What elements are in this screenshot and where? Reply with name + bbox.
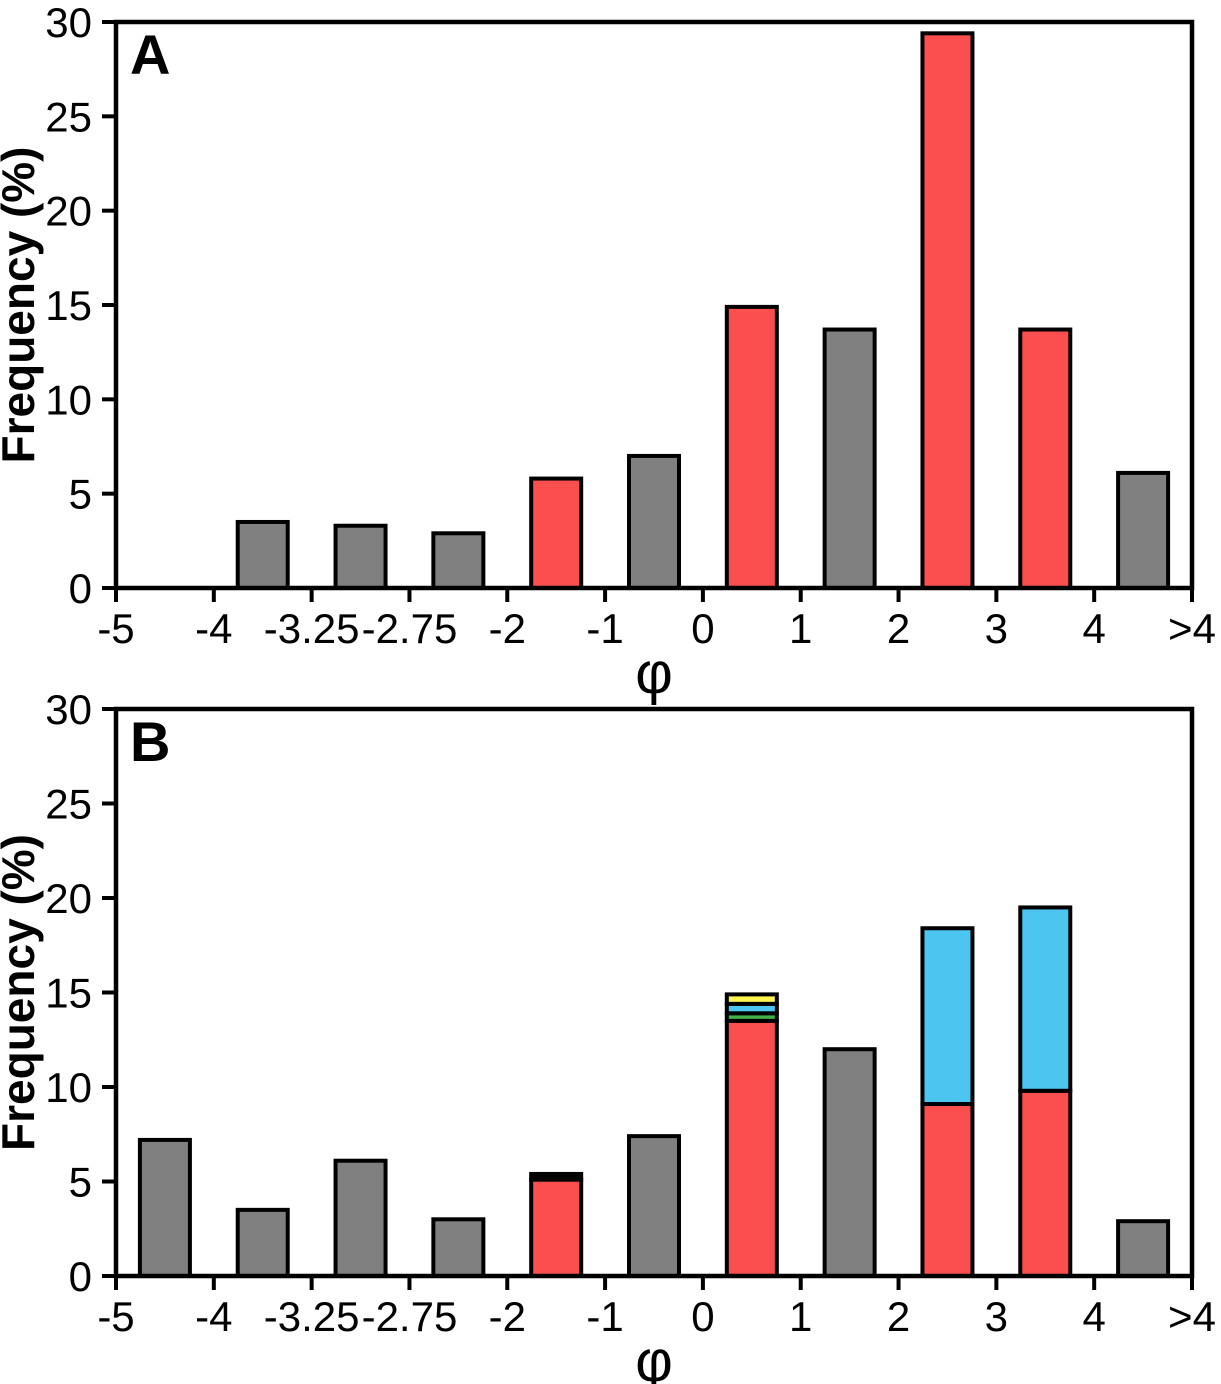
bar-segment-gray: [137, 1137, 192, 1279]
y-tick-label: 20: [45, 875, 92, 922]
x-tick-label: -2.75: [362, 605, 458, 652]
y-tick-label: 20: [45, 188, 92, 235]
x-tick-label: -2: [489, 605, 526, 652]
y-axis-title: Frequency (%): [0, 834, 44, 1151]
x-tick-label: 0: [691, 1293, 714, 1340]
bar-segment-red: [529, 476, 584, 590]
bar-segment-gray: [627, 453, 681, 590]
bar-segment-red: [529, 1177, 584, 1278]
y-tick-label: 10: [45, 1064, 92, 1111]
bar-segment-gray: [431, 531, 486, 591]
y-tick-label: 0: [69, 1253, 92, 1300]
panel-label: A: [130, 23, 170, 86]
bar-segment-black: [529, 1171, 584, 1182]
x-tick-label: 1: [789, 1293, 812, 1340]
bar-segment-cyan: [920, 926, 975, 1107]
bar-segment-gray: [333, 523, 388, 590]
bar-segment-gray: [235, 1207, 290, 1278]
bar-segment-yellow: [724, 992, 779, 1006]
x-tick-label: -4: [195, 605, 232, 652]
x-tick-label: 4: [1083, 1293, 1106, 1340]
bar-segment-red: [920, 31, 975, 590]
bar-segment-gray: [1116, 1219, 1171, 1278]
x-axis-title: φ: [635, 641, 673, 706]
y-tick-label: 10: [45, 376, 92, 423]
bar-segment-red: [724, 1018, 779, 1278]
x-tick-label: 3: [985, 1293, 1008, 1340]
y-tick-label: 25: [45, 93, 92, 140]
x-tick-label: -1: [586, 605, 623, 652]
x-tick-label: -1: [586, 1293, 623, 1340]
bar-segment-red: [1018, 327, 1073, 590]
bar-segment-gray: [235, 519, 290, 591]
x-tick-label: -4: [195, 1293, 232, 1340]
y-tick-label: 25: [45, 781, 92, 828]
y-tick-label: 0: [69, 565, 92, 612]
x-tick-label: 0: [691, 605, 714, 652]
x-tick-label: -3.25: [264, 1293, 360, 1340]
bar-segment-red: [920, 1102, 975, 1279]
x-tick-label: >4: [1168, 605, 1216, 652]
bar-segment-gray: [822, 1047, 877, 1278]
y-tick-label: 5: [69, 1159, 92, 1206]
y-tick-label: 30: [45, 0, 92, 46]
x-axis-title: φ: [635, 1329, 673, 1384]
x-tick-label: 3: [985, 605, 1008, 652]
x-tick-label: -2.75: [362, 1293, 458, 1340]
x-tick-label: 4: [1083, 605, 1106, 652]
y-axis-title: Frequency (%): [0, 147, 44, 464]
bar-segment-gray: [431, 1217, 486, 1279]
x-tick-label: >4: [1168, 1293, 1216, 1340]
x-tick-label: 2: [887, 605, 910, 652]
x-tick-label: -3.25: [264, 605, 360, 652]
x-tick-label: -5: [97, 1293, 134, 1340]
x-tick-label: 1: [789, 605, 812, 652]
bar-segment-cyan: [1018, 905, 1073, 1093]
bar-segment-gray: [627, 1134, 681, 1279]
bar-segment-gray: [822, 327, 877, 590]
bar-segment-gray: [333, 1158, 388, 1278]
y-tick-label: 15: [45, 282, 92, 329]
y-tick-label: 15: [45, 970, 92, 1017]
panel-label: B: [130, 710, 170, 773]
bar-segment-gray: [1116, 470, 1171, 590]
bar-segment-red: [1018, 1088, 1073, 1279]
bar-segment-red: [724, 304, 779, 590]
x-tick-label: 2: [887, 1293, 910, 1340]
x-tick-label: -2: [489, 1293, 526, 1340]
x-tick-label: -5: [97, 605, 134, 652]
y-tick-label: 30: [45, 686, 92, 733]
y-tick-label: 5: [69, 471, 92, 518]
